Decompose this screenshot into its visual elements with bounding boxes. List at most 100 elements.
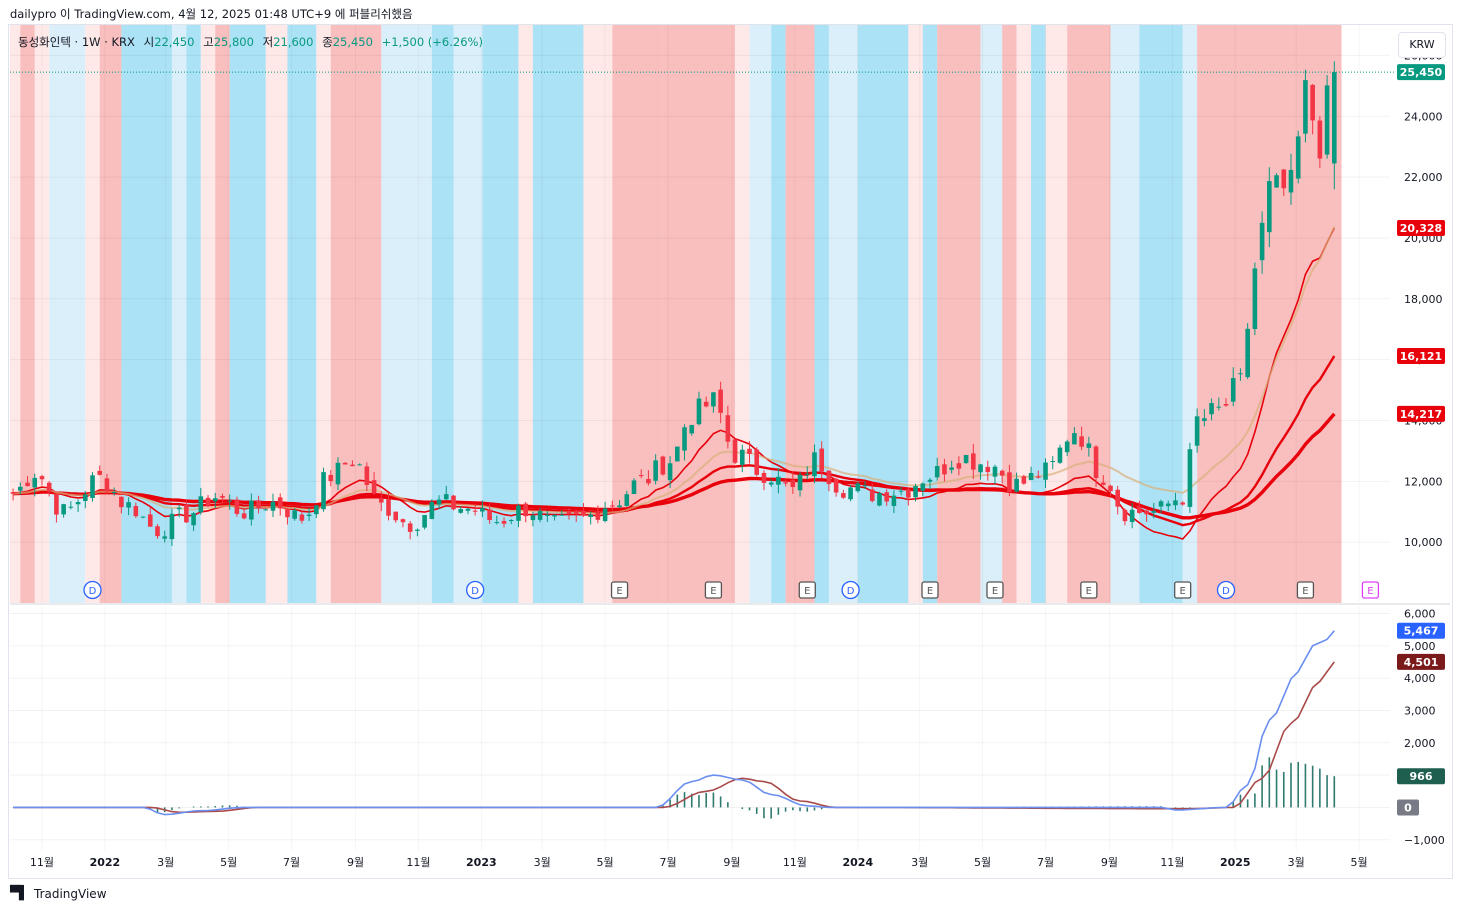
regime-band [1182, 25, 1198, 603]
symbol-legend: 동성화인텍 · 1W · KRX 시22,450 고25,800 저21,600… [18, 34, 483, 50]
candle-body [804, 473, 810, 475]
candle-body [855, 483, 861, 492]
macd-tick-label: 2,000 [1404, 737, 1436, 750]
candle-body [797, 474, 803, 491]
candle-body [198, 496, 204, 513]
candle-body [342, 462, 348, 465]
candle-body [1274, 175, 1279, 188]
symbol-name[interactable]: 동성화인텍 · 1W · KRX [18, 35, 135, 49]
regime-band [922, 25, 938, 603]
candle-body [1108, 485, 1113, 492]
candle-body [920, 483, 926, 491]
candle-body [162, 536, 168, 539]
candle-body [169, 513, 175, 540]
earnings-marker-icon [704, 581, 723, 599]
candle-body [436, 499, 442, 505]
candle-body [465, 508, 471, 511]
candle-body [985, 466, 991, 473]
ma-price-badge [1397, 347, 1445, 364]
histogram-value-badge [1397, 768, 1445, 785]
regime-band [814, 25, 829, 603]
candle-body [68, 506, 74, 508]
candle-body [25, 482, 30, 487]
regime-band [265, 25, 288, 603]
low-value: 21,600 [273, 35, 314, 49]
ma-price-label: 16,121 [1400, 350, 1442, 363]
candle-body [1332, 72, 1337, 164]
candle-body [949, 467, 954, 470]
footer-brand[interactable]: TradingView [34, 886, 107, 901]
candle-body [10, 492, 16, 494]
ribbon-line [13, 226, 1336, 515]
candle-body [400, 519, 406, 523]
time-tick-label: 7월 [659, 856, 676, 869]
time-tick-label: 7월 [283, 856, 300, 869]
macd-value-label: 5,467 [1404, 625, 1439, 638]
candle-body [588, 514, 593, 518]
candle-body [675, 446, 680, 462]
dividend-marker-label: D [847, 586, 855, 597]
candle-body [18, 486, 23, 491]
time-tick-label: 5월 [597, 856, 614, 869]
candle-body [653, 460, 658, 481]
regime-band [749, 25, 772, 603]
regime-band [215, 25, 230, 603]
macd-tick-label: 5,000 [1404, 640, 1436, 653]
ma-price-label: 14,217 [1400, 408, 1442, 421]
candle-body [725, 415, 731, 442]
candle-body [1194, 416, 1200, 446]
candle-body [227, 500, 232, 502]
candle-body [711, 392, 716, 407]
close-value: 25,450 [332, 35, 373, 49]
candle-body [90, 475, 95, 499]
candle-body [646, 478, 651, 484]
dividend-marker-label: D [89, 586, 97, 597]
candle-body [82, 494, 88, 501]
candle-body [1028, 472, 1034, 481]
regime-bands [10, 25, 1342, 603]
macd-line [13, 630, 1335, 816]
candle-body [1093, 446, 1099, 479]
high-value: 25,800 [213, 35, 254, 49]
candle-body [689, 425, 695, 434]
candle-body [443, 494, 449, 500]
candle-body [501, 520, 507, 524]
dividend-marker-label: D [471, 586, 479, 597]
candle-body [754, 449, 760, 475]
candle-body [451, 495, 456, 510]
macd-tick-label: 6,000 [1404, 607, 1436, 620]
candle-body [306, 514, 312, 516]
dividend-marker-icon [1216, 580, 1236, 600]
candle-body [581, 510, 586, 516]
regime-band [1031, 25, 1046, 603]
ma-price-badge [1397, 219, 1445, 236]
candle-body [891, 495, 897, 506]
candle-body [270, 501, 276, 511]
time-tick-label: 9월 [347, 856, 364, 869]
regime-band [771, 25, 786, 603]
regime-band [453, 25, 483, 603]
candle-body [877, 493, 882, 506]
regime-band [1045, 25, 1068, 603]
candle-body [328, 474, 334, 482]
change-value: +1,500 (+6.26%) [381, 35, 483, 49]
candle-body [1165, 503, 1171, 507]
currency-button[interactable]: KRW [1398, 32, 1446, 58]
candle-body [299, 514, 305, 521]
tradingview-logo-icon[interactable]: ▀▌ [10, 886, 29, 901]
publish-line: dailypro 이 TradingView.com, 4월 12, 2025 … [10, 7, 413, 21]
candle-body [747, 448, 752, 454]
regime-band [330, 25, 382, 603]
time-tick-label: 9월 [723, 856, 740, 869]
high-label: 고 [203, 35, 214, 49]
time-tick-label: 2022 [90, 856, 121, 869]
candle-body [761, 472, 767, 483]
time-tick-label: 2025 [1220, 856, 1251, 869]
candle-body [458, 509, 464, 513]
candle-body [1173, 500, 1178, 506]
chart-frame [8, 24, 1453, 879]
candle-body [971, 453, 976, 470]
candle-body [703, 401, 709, 407]
candle-body [256, 500, 261, 509]
